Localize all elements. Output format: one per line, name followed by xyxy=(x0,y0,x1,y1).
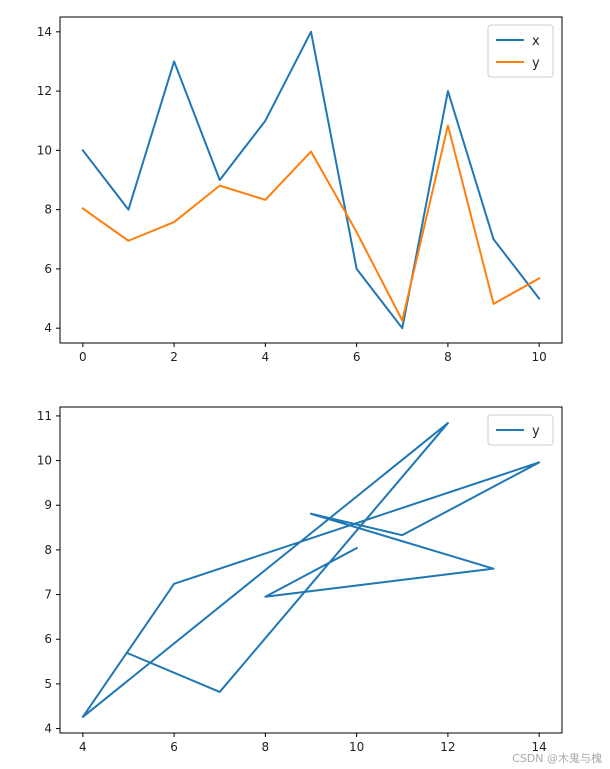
x-tick-label: 10 xyxy=(349,740,364,754)
legend-label: y xyxy=(532,424,540,439)
legend-label: x xyxy=(532,34,540,49)
y-tick-label: 8 xyxy=(44,543,52,557)
series-line-y xyxy=(81,422,541,718)
y-tick-label: 11 xyxy=(37,409,52,423)
series-group xyxy=(81,30,541,330)
x-tick-label: 4 xyxy=(262,350,270,364)
y-tick-label: 10 xyxy=(37,143,52,157)
x-tick-label: 2 xyxy=(170,350,178,364)
chart-1: 0 2 4 6 8 10 4 6 8 10 12 14 xy xyxy=(37,16,563,364)
x-tick-label: 0 xyxy=(79,350,87,364)
x-tick-label: 4 xyxy=(79,740,87,754)
chart-2: 4 6 8 10 12 14 4 5 6 7 8 9 10 11 y xyxy=(37,406,563,754)
legend-box xyxy=(487,24,554,78)
x-tick-label: 8 xyxy=(444,350,452,364)
y-tick-label: 6 xyxy=(44,632,52,646)
y-tick-label: 12 xyxy=(37,84,52,98)
y-tick-label: 5 xyxy=(44,677,52,691)
y-tick-label: 8 xyxy=(44,203,52,217)
y-tick-label: 4 xyxy=(44,722,52,736)
x-tick-label: 10 xyxy=(532,350,547,364)
x-tick-label: 8 xyxy=(262,740,270,754)
y-tick-label: 7 xyxy=(44,588,52,602)
y-tick-label: 4 xyxy=(44,321,52,335)
y-tick-label: 9 xyxy=(44,498,52,512)
legend: y xyxy=(487,414,554,446)
x-tick-label: 6 xyxy=(353,350,361,364)
y-tick-label: 6 xyxy=(44,262,52,276)
x-tick-label: 14 xyxy=(532,740,547,754)
series-line-x xyxy=(81,30,541,330)
watermark-text: CSDN @木鬼与槐 xyxy=(512,752,602,765)
legend-label: y xyxy=(532,56,540,71)
x-tick-label: 6 xyxy=(170,740,178,754)
axes-frame xyxy=(59,406,563,734)
y-tick-label: 14 xyxy=(37,25,52,39)
axes-frame xyxy=(59,16,563,344)
series-line-y xyxy=(81,124,541,322)
series-group xyxy=(81,422,541,718)
x-tick-label: 12 xyxy=(440,740,455,754)
y-tick-label: 10 xyxy=(37,454,52,468)
legend: xy xyxy=(487,24,554,78)
